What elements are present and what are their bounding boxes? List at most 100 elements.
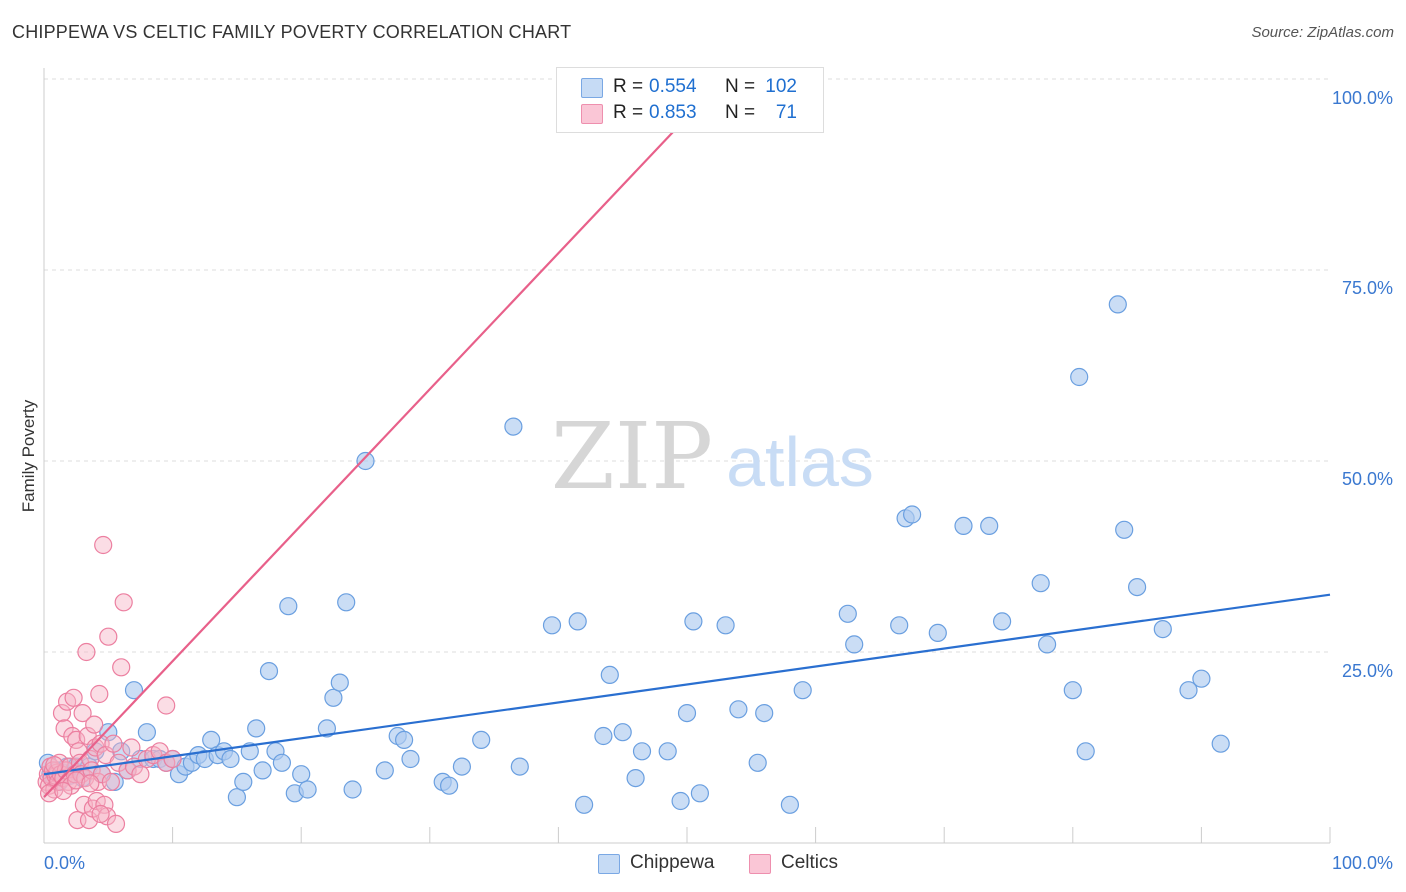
- chippewa-point-87: [954, 516, 973, 536]
- chippewa-point-78: [755, 703, 774, 723]
- chippewa-legend-swatch: [598, 854, 620, 874]
- chippewa-point-77: [748, 753, 767, 772]
- chippewa-point-82: [845, 635, 864, 654]
- chippewa-point-48: [330, 673, 349, 692]
- chippewa-point-89: [992, 612, 1012, 631]
- chippewa-point-74: [690, 784, 710, 803]
- celtics-point-54: [114, 593, 133, 612]
- celtics-point-45: [95, 795, 114, 814]
- celtics-point-12: [52, 703, 72, 723]
- chippewa-point-37: [247, 719, 266, 738]
- chippewa-point-66: [600, 665, 619, 685]
- celtics-point-70: [157, 696, 176, 715]
- axes: [43, 68, 1331, 844]
- y-tick-label-25: 25.0%: [1342, 661, 1393, 681]
- chippewa-point-20: [137, 723, 156, 742]
- legend-r-label: R =: [613, 102, 644, 123]
- celtics-swatch: [581, 104, 603, 124]
- chippewa-point-39: [259, 661, 279, 681]
- legend-n-value: 102: [765, 76, 797, 97]
- grid-lines: [44, 78, 1330, 653]
- chippewa-point-42: [279, 597, 298, 616]
- celtics-point-23: [67, 730, 86, 750]
- chippewa-point-67: [613, 723, 632, 742]
- chippewa-point-99: [1179, 681, 1198, 700]
- legend-r-value: 0.554: [649, 76, 697, 97]
- x-tick-label-max: 100.0%: [1332, 853, 1393, 873]
- chippewa-point-54: [395, 730, 414, 750]
- chippewa-point-70: [658, 742, 677, 761]
- chippewa-point-52: [375, 761, 394, 780]
- chippewa-point-64: [574, 795, 594, 814]
- chippewa-point-44: [292, 765, 311, 784]
- celtics-points: [37, 535, 182, 834]
- chippewa-point-86: [928, 623, 947, 643]
- chippewa-point-90: [1031, 574, 1050, 593]
- chippewa-point-47: [324, 688, 343, 707]
- chippewa-point-68: [626, 768, 645, 788]
- chippewa-point-71: [671, 791, 690, 811]
- chippewa-point-80: [793, 681, 812, 700]
- celtics-legend-swatch: [749, 854, 771, 874]
- legend-n-label: N =: [725, 102, 756, 123]
- celtics-trend-line: [43, 116, 688, 798]
- chippewa-point-57: [440, 776, 459, 795]
- chippewa-point-51: [356, 451, 375, 471]
- source-label: Source: ZipAtlas.com: [1251, 24, 1394, 41]
- chippewa-point-83: [890, 616, 909, 635]
- celtics-point-33: [79, 810, 99, 830]
- chippewa-point-30: [202, 730, 221, 750]
- celtics-point-37: [85, 715, 104, 734]
- celtics-point-68: [81, 774, 100, 793]
- chippewa-point-88: [980, 516, 999, 536]
- chippewa-point-101: [1211, 734, 1230, 753]
- chippewa-point-63: [568, 612, 587, 631]
- chippewa-point-18: [124, 681, 144, 700]
- celtics-point-49: [101, 772, 121, 792]
- chippewa-point-35: [234, 772, 253, 792]
- celtics-point-51: [106, 814, 126, 834]
- legend-r-value: 0.853: [649, 102, 697, 123]
- celtics-point-21: [64, 688, 83, 707]
- y-tick-label-100: 100.0%: [1332, 88, 1393, 108]
- legend-r-label: R =: [613, 76, 644, 97]
- watermark-atlas: atlas: [726, 423, 874, 501]
- celtics-legend-label: Celtics: [781, 852, 839, 873]
- chippewa-point-81: [838, 604, 857, 623]
- watermark-zip: ZIP: [551, 403, 713, 510]
- chippewa-points: [38, 295, 1230, 814]
- legend-n-label: N =: [725, 76, 756, 97]
- chippewa-point-75: [716, 616, 735, 635]
- chippewa-point-91: [1037, 635, 1057, 654]
- celtics-point-53: [112, 658, 131, 677]
- y-tick-label-50: 50.0%: [1342, 469, 1393, 489]
- chippewa-point-73: [684, 612, 703, 631]
- celtics-point-56: [122, 738, 141, 757]
- chippewa-point-92: [1063, 681, 1082, 700]
- chippewa-point-34: [227, 788, 246, 807]
- chippewa-point-98: [1153, 619, 1172, 639]
- chippewa-point-62: [542, 616, 562, 635]
- chippewa-point-96: [1115, 520, 1134, 539]
- correlation-legend: R = 0.554 N = 102 R = 0.853 N = 71: [556, 67, 824, 133]
- chippewa-point-46: [317, 719, 336, 738]
- celtics-point-66: [54, 781, 73, 801]
- chippewa-swatch: [581, 78, 603, 98]
- chippewa-point-55: [401, 749, 420, 769]
- chippewa-point-61: [510, 757, 529, 776]
- celtics-point-50: [104, 734, 123, 753]
- celtics-point-41: [90, 684, 109, 704]
- chippewa-trend-line: [43, 593, 1331, 776]
- chippewa-point-65: [594, 726, 613, 746]
- chippewa-point-60: [504, 417, 523, 436]
- celtics-point-42: [91, 734, 110, 753]
- celtics-point-28: [73, 703, 92, 723]
- chippewa-point-93: [1070, 367, 1089, 387]
- chippewa-point-50: [343, 780, 362, 799]
- chippewa-point-49: [337, 593, 356, 612]
- celtics-point-14: [55, 719, 74, 738]
- chippewa-point-59: [472, 730, 491, 750]
- chippewa-point-97: [1127, 577, 1147, 597]
- chippewa-point-94: [1076, 742, 1095, 761]
